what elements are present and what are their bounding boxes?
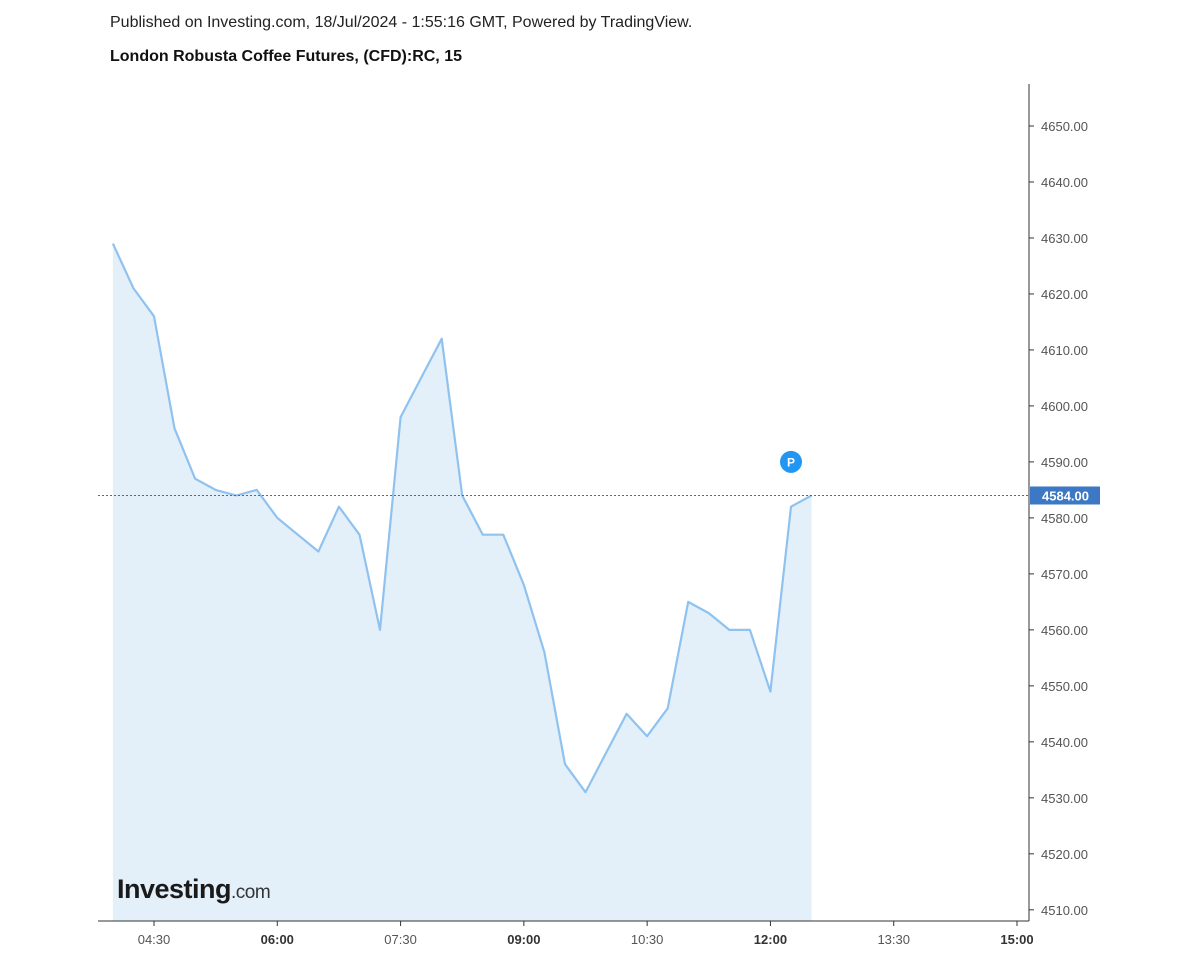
- data-point: [378, 627, 383, 632]
- y-tick-label: 4610.00: [1041, 343, 1088, 358]
- data-point: [275, 515, 280, 520]
- data-point: [501, 532, 506, 537]
- y-tick-label: 4590.00: [1041, 455, 1088, 470]
- logo-suffix: .com: [231, 882, 270, 903]
- area-fill: [112, 243, 812, 922]
- y-tick-label: 4620.00: [1041, 287, 1088, 302]
- x-tick-label: 06:00: [261, 932, 294, 947]
- y-tick-label: 4640.00: [1041, 175, 1088, 190]
- data-point: [152, 314, 157, 319]
- y-tick-label: 4550.00: [1041, 679, 1088, 694]
- data-point: [706, 611, 711, 616]
- data-point: [316, 549, 321, 554]
- data-point: [727, 627, 732, 632]
- data-point: [110, 241, 115, 246]
- data-point: [542, 650, 547, 655]
- y-tick-label: 4650.00: [1041, 119, 1088, 134]
- p-marker-label: P: [787, 455, 795, 469]
- data-point: [357, 532, 362, 537]
- data-point: [747, 627, 752, 632]
- data-point: [480, 532, 485, 537]
- logo-brand: Investing: [117, 874, 231, 904]
- y-tick-label: 4600.00: [1041, 399, 1088, 414]
- y-tick-label: 4540.00: [1041, 735, 1088, 750]
- x-tick-label: 10:30: [631, 932, 664, 947]
- chart-title: London Robusta Coffee Futures, (CFD):RC,…: [110, 48, 462, 65]
- data-point: [254, 487, 259, 492]
- y-tick-label: 4520.00: [1041, 847, 1088, 862]
- x-tick-label: 04:30: [138, 932, 171, 947]
- data-point: [583, 790, 588, 795]
- current-price-badge: [1030, 486, 1100, 505]
- data-point: [131, 286, 136, 291]
- data-point: [645, 734, 650, 739]
- x-tick-label: 09:00: [507, 932, 540, 947]
- published-info: Published on Investing.com, 18/Jul/2024 …: [110, 14, 693, 31]
- x-tick-label: 12:00: [754, 932, 787, 947]
- current-price-label: 4584.00: [1042, 489, 1089, 504]
- svg-text:Investing.com: Investing.com: [117, 874, 270, 904]
- data-point: [419, 375, 424, 380]
- y-tick-label: 4560.00: [1041, 623, 1088, 638]
- y-tick-label: 4570.00: [1041, 567, 1088, 582]
- data-point: [295, 532, 300, 537]
- data-point: [398, 415, 403, 420]
- p-marker[interactable]: P: [780, 450, 802, 473]
- data-point: [439, 336, 444, 341]
- data-point: [768, 689, 773, 694]
- x-tick-label: 13:30: [877, 932, 910, 947]
- y-tick-label: 4630.00: [1041, 231, 1088, 246]
- data-point: [665, 706, 670, 711]
- y-tick-label: 4580.00: [1041, 511, 1088, 526]
- x-tick-label: 07:30: [384, 932, 417, 947]
- data-point: [624, 711, 629, 716]
- p-marker-circle: [780, 450, 802, 473]
- data-point: [686, 599, 691, 604]
- data-point: [604, 751, 609, 756]
- y-tick-label: 4510.00: [1041, 903, 1088, 918]
- data-point: [563, 762, 568, 767]
- data-point: [789, 504, 794, 509]
- y-tick-label: 4530.00: [1041, 791, 1088, 806]
- data-point: [172, 426, 177, 431]
- data-point: [336, 504, 341, 509]
- investing-logo: Investing.com: [117, 874, 271, 904]
- data-point: [193, 476, 198, 481]
- data-point: [521, 583, 526, 588]
- x-tick-label: 15:00: [1000, 932, 1033, 947]
- data-point: [213, 487, 218, 492]
